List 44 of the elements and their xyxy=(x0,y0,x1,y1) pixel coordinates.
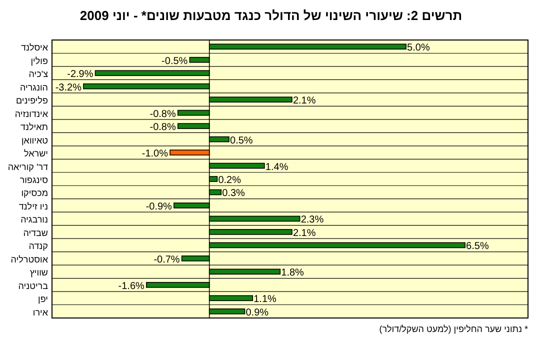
y-tick-label: מכסיקו xyxy=(21,188,48,198)
data-label: 0.9% xyxy=(246,307,269,318)
data-label: 2.3% xyxy=(300,214,324,226)
y-tick-label: צ'כיה xyxy=(28,69,48,80)
data-label: -1.0% xyxy=(142,148,168,160)
data-label: 1.8% xyxy=(281,268,304,279)
y-tick-label: תאילנד xyxy=(20,122,48,132)
data-label: -3.2% xyxy=(55,82,82,94)
y-tick-label: אירו xyxy=(32,307,48,318)
y-tick-label: אינדונזיה xyxy=(14,108,48,119)
y-tick-label: ניו זילנד xyxy=(18,201,48,212)
y-tick-label: אוסטרליה xyxy=(10,254,48,264)
y-tick-label: יפן xyxy=(38,294,48,304)
data-label: -0.8% xyxy=(150,122,176,134)
data-label: -1.6% xyxy=(118,280,145,292)
y-tick-label: טאיוואן xyxy=(21,135,48,146)
y-tick-label: סינגפור xyxy=(20,175,48,185)
data-label: 0.3% xyxy=(222,188,246,200)
y-tick-label: שבדיה xyxy=(23,228,48,238)
text: * נתוני שער החליפין (למעט השקל/דולר) xyxy=(379,324,528,334)
data-label: 0.5% xyxy=(230,135,253,146)
data-label: 1.1% xyxy=(254,294,277,306)
y-tick-label: הונגריה xyxy=(20,82,48,92)
data-label: 1.4% xyxy=(265,162,288,173)
data-label: -0.8% xyxy=(150,108,176,120)
data-label: 0.2% xyxy=(218,175,242,186)
data-label: 5.0% xyxy=(407,42,430,54)
y-tick-label: ישראל xyxy=(24,148,48,159)
y-tick-label: פליפינים xyxy=(16,96,48,106)
chart-title: תרשים 2: שיעורי השינוי של הדולר כנגד מטבעות שונים* - יוני 2009 xyxy=(80,8,462,23)
y-tick-label: נורבגיה xyxy=(20,214,48,225)
y-tick-label: איסלנד xyxy=(21,42,48,53)
data-label: 2.1% xyxy=(292,96,316,107)
y-tick-label: שוויץ xyxy=(30,268,48,278)
y-tick-label: פולין xyxy=(30,56,48,66)
data-label: 6.5% xyxy=(466,241,489,252)
y-tick-label: בריטניה xyxy=(18,280,49,291)
data-label: -0.9% xyxy=(146,201,172,212)
data-label: -2.9% xyxy=(67,69,94,80)
data-label: 2.1% xyxy=(292,228,316,239)
y-tick-label: דר' קוריאה xyxy=(8,162,48,172)
data-label: -0.7% xyxy=(154,254,180,266)
data-label: -0.5% xyxy=(162,56,188,67)
y-tick-label: קנדה xyxy=(28,241,48,252)
